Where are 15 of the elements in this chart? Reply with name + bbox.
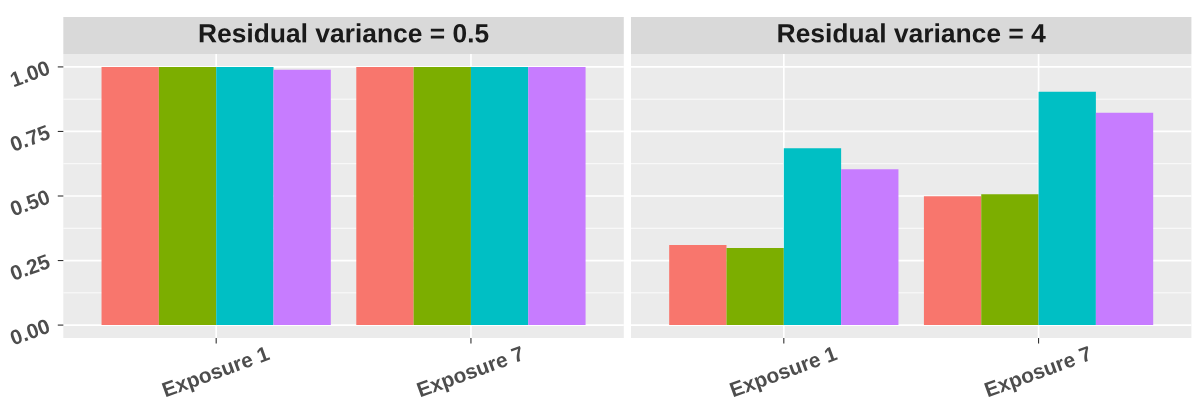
bar [669,245,727,326]
y-tick-label: 0.75 [9,124,51,152]
bar [783,148,842,326]
y-tick-label: 0.00 [9,318,51,346]
chart-title: Residual variance = 0.5 [199,23,489,43]
bar [1095,112,1154,326]
y-tick-label: 1.00 [9,60,51,88]
bar [726,247,784,326]
y-tick-label: 0.25 [9,253,51,281]
bar [1038,91,1096,326]
bar [841,169,899,326]
bar [981,194,1039,326]
bar [923,196,982,326]
y-tick-label: 0.50 [9,189,51,217]
chart-title: Residual variance = 4 [778,23,1046,43]
